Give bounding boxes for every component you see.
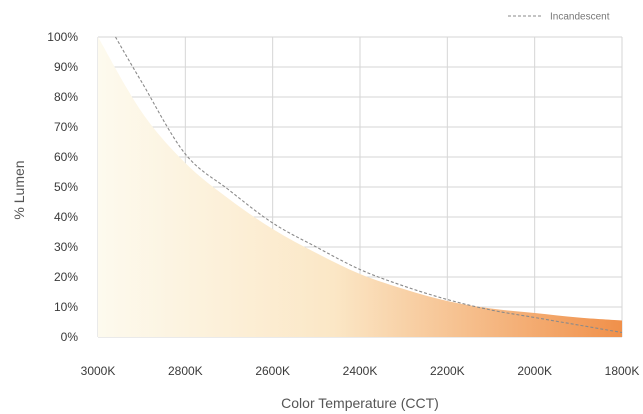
y-tick-label: 20% — [54, 270, 78, 284]
y-tick-label: 10% — [54, 300, 78, 314]
area-series — [98, 37, 622, 337]
x-tick-label: 2200K — [430, 364, 465, 378]
y-axis-title: % Lumen — [11, 160, 27, 219]
x-tick-label: 2600K — [255, 364, 290, 378]
x-tick-label: 1800K — [605, 364, 640, 378]
y-tick-label: 0% — [61, 330, 79, 344]
y-tick-label: 30% — [54, 240, 78, 254]
y-tick-label: 100% — [47, 30, 78, 44]
incandescent-series — [115, 36, 623, 334]
y-tick-label: 50% — [54, 180, 78, 194]
incandescent-line — [115, 36, 623, 334]
y-axis-ticks: 100% 90% 80% 70% 60% 50% 40% 30% 20% 10% 0% — [47, 30, 78, 344]
x-tick-label: 3000K — [81, 364, 116, 378]
x-tick-label: 2800K — [168, 364, 203, 378]
y-tick-label: 40% — [54, 210, 78, 224]
x-tick-label: 2000K — [517, 364, 552, 378]
legend-label-incandescent: Incandescent — [550, 12, 610, 23]
area-fill — [98, 37, 622, 337]
x-axis-ticks: 3000K 2800K 2600K 2400K 2200K 2000K 1800K — [81, 364, 640, 378]
x-axis-title: Color Temperature (CCT) — [281, 395, 439, 411]
y-tick-label: 80% — [54, 90, 78, 104]
legend: Incandescent — [508, 12, 610, 23]
y-tick-label: 60% — [54, 150, 78, 164]
x-tick-label: 2400K — [343, 364, 378, 378]
y-tick-label: 90% — [54, 60, 78, 74]
y-tick-label: 70% — [54, 120, 78, 134]
